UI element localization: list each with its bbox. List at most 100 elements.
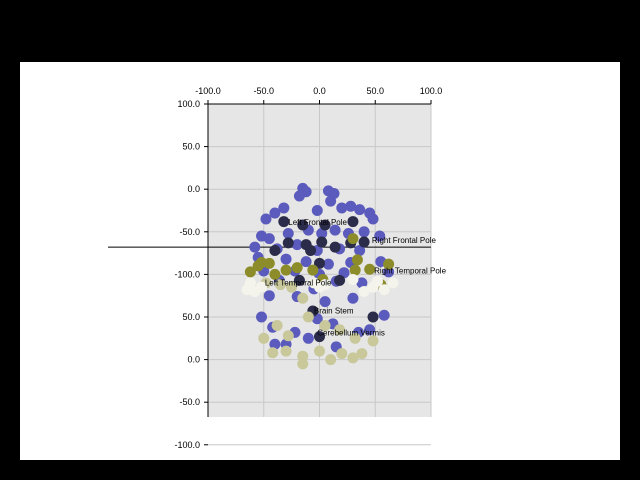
- data-point: [356, 348, 368, 360]
- data-point: [244, 266, 256, 278]
- data-point: [256, 311, 268, 323]
- data-point: [297, 350, 309, 362]
- data-point: [297, 292, 309, 304]
- data-point: [367, 213, 379, 225]
- data-point: [297, 358, 309, 370]
- data-point: [305, 245, 317, 257]
- data-point: [367, 311, 379, 323]
- data-label: Left Frontal Pole: [288, 218, 347, 227]
- data-point: [349, 332, 361, 344]
- data-point: [358, 226, 370, 238]
- y-tick-label: 0.0: [187, 355, 200, 365]
- data-point: [256, 281, 268, 293]
- y-tick-label: 0.0: [187, 184, 200, 194]
- data-point: [345, 200, 357, 212]
- data-point: [356, 277, 368, 289]
- data-point: [280, 264, 292, 276]
- data-point: [274, 279, 286, 291]
- data-point: [383, 266, 395, 278]
- data-point: [314, 331, 325, 343]
- data-point: [282, 228, 294, 240]
- data-point: [269, 207, 281, 219]
- x-tick-label: 100.0: [420, 86, 443, 96]
- data-point: [319, 296, 331, 308]
- data-point: [293, 274, 305, 286]
- data-point: [383, 258, 395, 270]
- data-point: [280, 253, 292, 265]
- data-point: [311, 205, 323, 216]
- data-point: [291, 239, 303, 251]
- data-point: [351, 254, 363, 266]
- data-point: [319, 279, 331, 291]
- data-point: [347, 216, 359, 228]
- data-point: [319, 320, 331, 332]
- data-point: [367, 335, 379, 347]
- data-point: [358, 236, 370, 248]
- data-point: [258, 332, 270, 344]
- data-label: Right Temporal Pole: [374, 267, 446, 276]
- data-point: [347, 274, 359, 286]
- data-point: [269, 268, 281, 280]
- data-point: [329, 224, 341, 236]
- data-point: [263, 290, 275, 302]
- data-point: [336, 202, 348, 214]
- data-point: [336, 348, 348, 360]
- y-tick-label: 100.0: [177, 99, 200, 109]
- data-point: [347, 352, 359, 364]
- y-tick-label: 50.0: [182, 312, 200, 322]
- data-point: [364, 263, 376, 275]
- data-point: [291, 262, 303, 274]
- data-point: [334, 274, 346, 286]
- data-point: [267, 347, 279, 359]
- data-point: [307, 264, 319, 276]
- data-label: Left Temporal Pole: [265, 278, 332, 287]
- data-point: [329, 241, 341, 253]
- data-point: [282, 330, 294, 342]
- data-point: [378, 284, 390, 296]
- data-point: [263, 257, 275, 269]
- x-tick-label: 0.0: [313, 86, 326, 96]
- data-point: [347, 292, 359, 304]
- data-point: [286, 281, 298, 293]
- y-tick-label: -100.0: [174, 269, 200, 279]
- data-point: [364, 324, 376, 336]
- data-point: [347, 233, 359, 245]
- data-point: [325, 195, 337, 207]
- data-point: [278, 216, 290, 228]
- data-point: [316, 228, 328, 240]
- data-label: Brain Stem: [314, 307, 354, 316]
- data-point: [378, 309, 390, 321]
- data-point: [252, 260, 264, 272]
- data-point: [319, 219, 331, 231]
- data-point: [325, 354, 337, 366]
- data-point: [302, 311, 314, 323]
- data-point: [302, 332, 314, 344]
- data-point: [314, 257, 325, 269]
- data-point: [260, 213, 272, 225]
- data-point: [334, 324, 346, 336]
- data-point: [322, 258, 334, 270]
- data-point: [349, 264, 361, 276]
- data-label: Cerebellum Vermis: [317, 329, 385, 338]
- y-tick-label: -100.0: [174, 440, 200, 450]
- data-point: [263, 233, 275, 245]
- y-tick-label: -50.0: [179, 227, 200, 237]
- data-point: [280, 345, 292, 357]
- data-point: [269, 338, 281, 350]
- data-point: [293, 190, 305, 202]
- data-point: [269, 245, 281, 257]
- data-point: [278, 202, 290, 214]
- data-point: [316, 236, 328, 248]
- data-point: [300, 256, 312, 268]
- data-point: [249, 241, 261, 253]
- data-point: [354, 204, 366, 216]
- data-point: [282, 237, 294, 249]
- data-point: [297, 219, 309, 231]
- data-point: [387, 277, 399, 289]
- data-point: [314, 345, 325, 357]
- x-tick-label: -100.0: [195, 86, 221, 96]
- data-point: [244, 277, 256, 289]
- x-tick-label: 50.0: [366, 86, 384, 96]
- data-point: [354, 245, 366, 257]
